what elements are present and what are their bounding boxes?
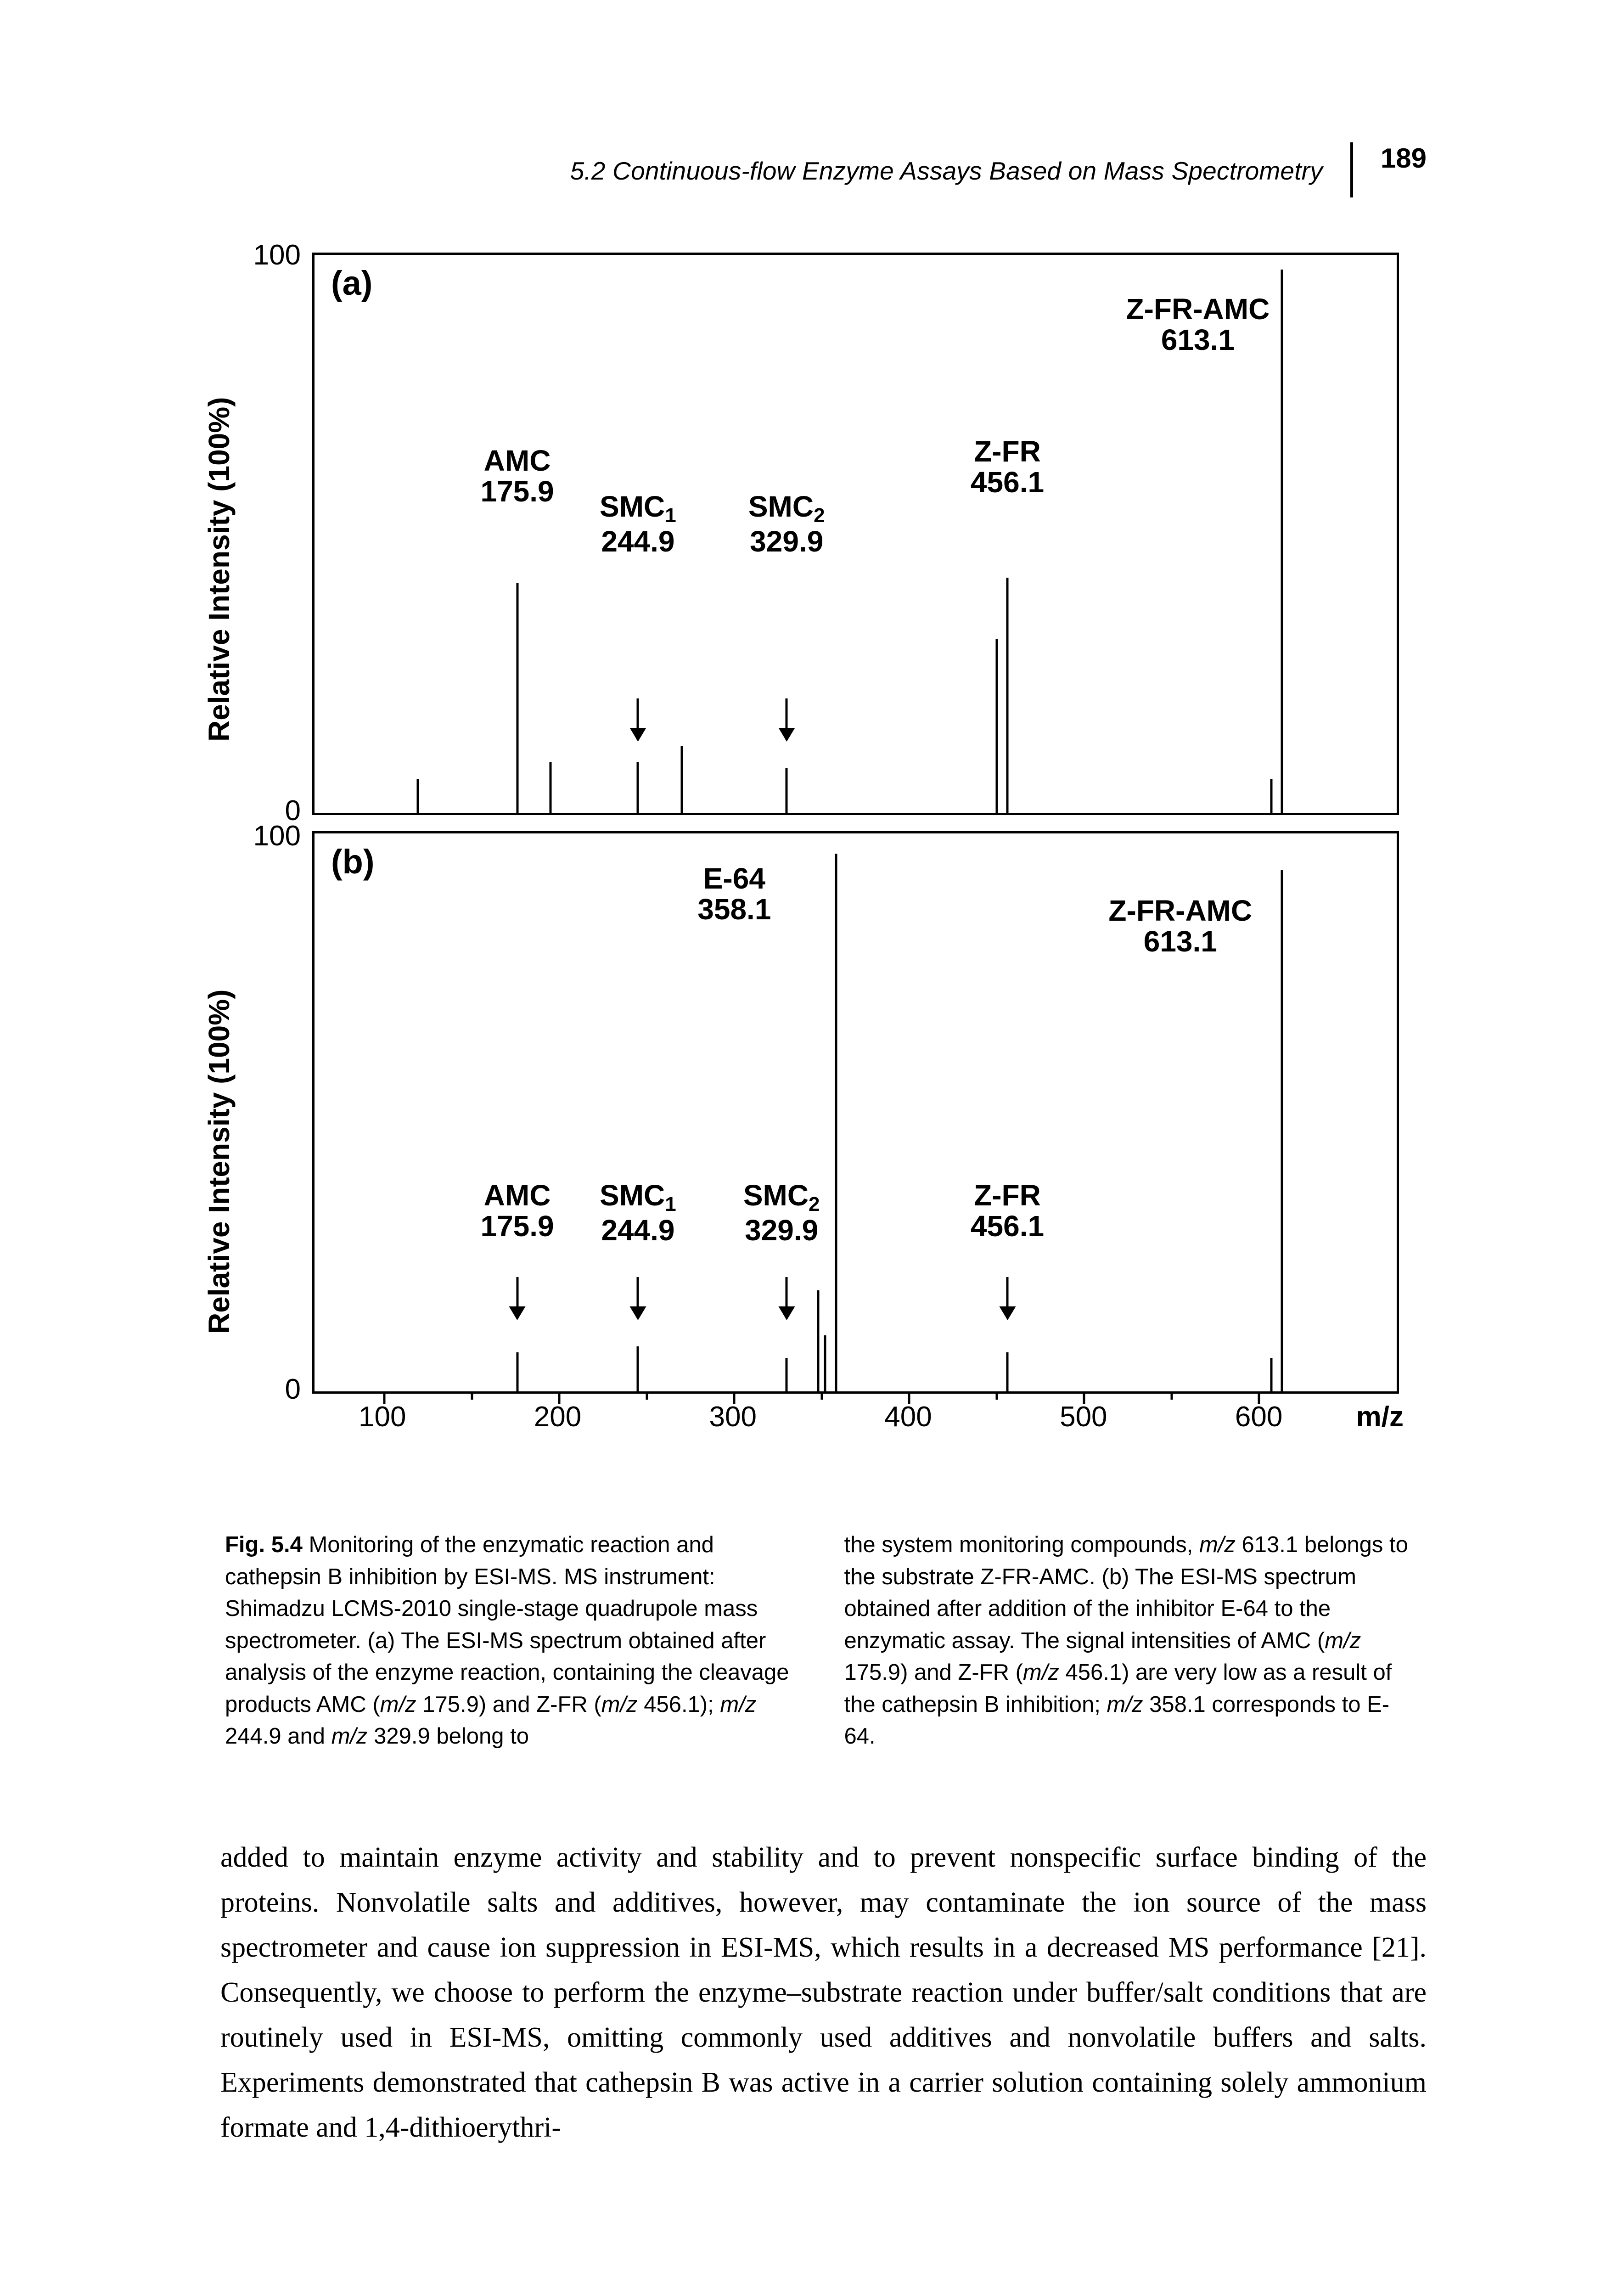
peak-label-smc: SMC1244.9 (600, 1180, 676, 1246)
peak-z-fr (1006, 578, 1009, 813)
ytick-b-100: 100 (246, 820, 301, 852)
figure-caption: Fig. 5.4 Monitoring of the enzymatic rea… (225, 1529, 1417, 1753)
x-minor-tick (471, 1391, 473, 1400)
aux-peak (824, 1335, 826, 1391)
x-minor-tick (1170, 1391, 1173, 1400)
peak-smc (786, 1358, 788, 1391)
peak-label-smc: SMC2329.9 (743, 1180, 820, 1246)
header-separator (1350, 142, 1353, 197)
peak-amc (516, 1352, 518, 1391)
aux-peak (550, 762, 552, 813)
figure-5-4: Relative Intensity (100%) Relative Inten… (220, 234, 1427, 1753)
plot-a-right-rule (1397, 253, 1399, 813)
panel-b-tag: (b) (331, 842, 375, 881)
peak-label-z-fr-amc: Z-FR-AMC613.1 (1126, 294, 1270, 355)
peak-label-z-fr: Z-FR456.1 (971, 436, 1044, 498)
panel-a-tag: (a) (331, 264, 372, 303)
x-minor-tick (995, 1391, 998, 1400)
x-tick-label: 500 (1060, 1401, 1107, 1433)
ytick-a-100: 100 (246, 239, 301, 271)
page-number: 189 (1381, 142, 1427, 174)
plot-b-top-rule (315, 831, 1399, 833)
y-axis-label-b: Relative Intensity (100%) (202, 955, 230, 1368)
peak-label-smc: SMC1244.9 (600, 491, 676, 557)
x-tick-label: 600 (1235, 1401, 1282, 1433)
arrow-icon (1006, 1277, 1009, 1318)
plot-b-right-rule (1397, 831, 1399, 1391)
peak-z-fr-amc (1281, 870, 1283, 1391)
x-tick-label: 200 (534, 1401, 581, 1433)
arrow-icon (516, 1277, 518, 1318)
spectrum-b: (b) E-64358.1 Z-FR-AMC613.1 AMC175.9 SMC124… (312, 831, 1399, 1394)
aux-peak (416, 779, 419, 813)
peak-amc (516, 583, 518, 813)
arrow-icon (786, 698, 788, 740)
running-header: 5.2 Continuous-flow Enzyme Assays Based … (220, 156, 1427, 197)
peak-smc (637, 1346, 639, 1391)
peak-smc (637, 762, 639, 813)
peak-e-64 (835, 854, 837, 1391)
peak-z-fr-amc (1281, 270, 1283, 813)
spectrum-panels: Relative Intensity (100%) Relative Inten… (220, 234, 1427, 1502)
caption-col-left: Fig. 5.4 Monitoring of the enzymatic rea… (225, 1529, 798, 1753)
plot-a-top-rule (315, 253, 1399, 255)
x-axis-ticks: m/z 100200300400500600 (312, 1401, 1399, 1437)
peak-label-zframc: Z-FR-AMC613.1 (1108, 895, 1252, 957)
peak-label-z-fr: Z-FR456.1 (971, 1180, 1044, 1242)
aux-peak (817, 1290, 820, 1391)
peak-label-smc: SMC2329.9 (748, 491, 825, 557)
peak-smc (786, 768, 788, 813)
body-paragraph: added to maintain enzyme activity and st… (220, 1835, 1427, 2150)
arrow-icon (637, 698, 639, 740)
running-title: 5.2 Continuous-flow Enzyme Assays Based … (570, 156, 1323, 186)
aux-peak (1270, 1358, 1272, 1391)
x-minor-tick (646, 1391, 648, 1400)
aux-peak (681, 746, 683, 813)
spectrum-a: (a) AMC175.9 SMC1244.9 SMC2329.9 Z-FR456.1 Z… (312, 253, 1399, 815)
x-axis-unit: m/z (1356, 1401, 1404, 1433)
x-tick-label: 100 (359, 1401, 406, 1433)
x-tick-label: 300 (709, 1401, 757, 1433)
peak-label-amc: AMC175.9 (480, 445, 554, 507)
caption-col-right: the system monitoring compounds, m/z 613… (844, 1529, 1418, 1753)
arrow-icon (637, 1277, 639, 1318)
peak-label-amc: AMC175.9 (480, 1180, 554, 1242)
aux-peak (1270, 779, 1272, 813)
y-axis-label-a: Relative Intensity (100%) (202, 363, 230, 776)
x-tick-label: 400 (884, 1401, 932, 1433)
aux-peak (995, 639, 998, 813)
x-minor-tick (820, 1391, 823, 1400)
peak-z-fr (1006, 1352, 1009, 1391)
ytick-b-0: 0 (246, 1373, 301, 1406)
peak-label-e64: E-64358.1 (697, 863, 771, 925)
arrow-icon (786, 1277, 788, 1318)
